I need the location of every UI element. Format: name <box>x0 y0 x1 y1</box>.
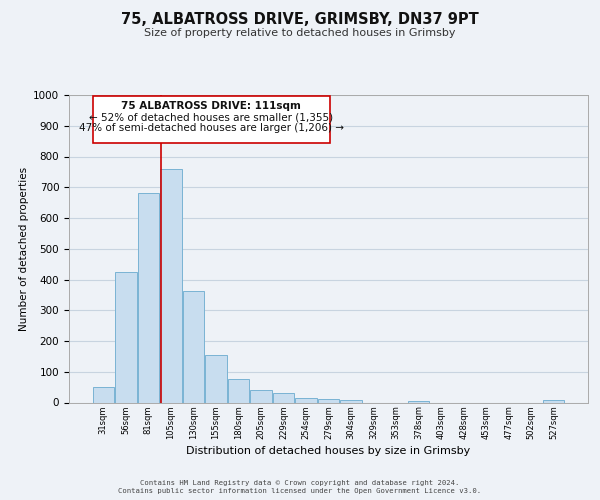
Bar <box>408 401 429 402</box>
Bar <box>318 400 339 402</box>
Bar <box>340 400 362 402</box>
Bar <box>115 272 137 402</box>
Bar <box>250 390 272 402</box>
Text: Size of property relative to detached houses in Grimsby: Size of property relative to detached ho… <box>144 28 456 38</box>
Y-axis label: Number of detached properties: Number of detached properties <box>19 166 29 331</box>
Bar <box>228 380 249 402</box>
Text: 75 ALBATROSS DRIVE: 111sqm: 75 ALBATROSS DRIVE: 111sqm <box>121 101 301 111</box>
Bar <box>273 392 294 402</box>
Bar <box>160 169 182 402</box>
X-axis label: Distribution of detached houses by size in Grimsby: Distribution of detached houses by size … <box>187 446 470 456</box>
Text: ← 52% of detached houses are smaller (1,355): ← 52% of detached houses are smaller (1,… <box>89 112 334 122</box>
Bar <box>92 386 114 402</box>
Text: Contains HM Land Registry data © Crown copyright and database right 2024.
Contai: Contains HM Land Registry data © Crown c… <box>118 480 482 494</box>
Bar <box>295 398 317 402</box>
Text: 47% of semi-detached houses are larger (1,206) →: 47% of semi-detached houses are larger (… <box>79 122 344 132</box>
FancyBboxPatch shape <box>93 96 329 144</box>
Bar <box>137 193 159 402</box>
Bar <box>543 400 565 402</box>
Text: 75, ALBATROSS DRIVE, GRIMSBY, DN37 9PT: 75, ALBATROSS DRIVE, GRIMSBY, DN37 9PT <box>121 12 479 28</box>
Bar <box>182 291 204 403</box>
Bar <box>205 356 227 403</box>
